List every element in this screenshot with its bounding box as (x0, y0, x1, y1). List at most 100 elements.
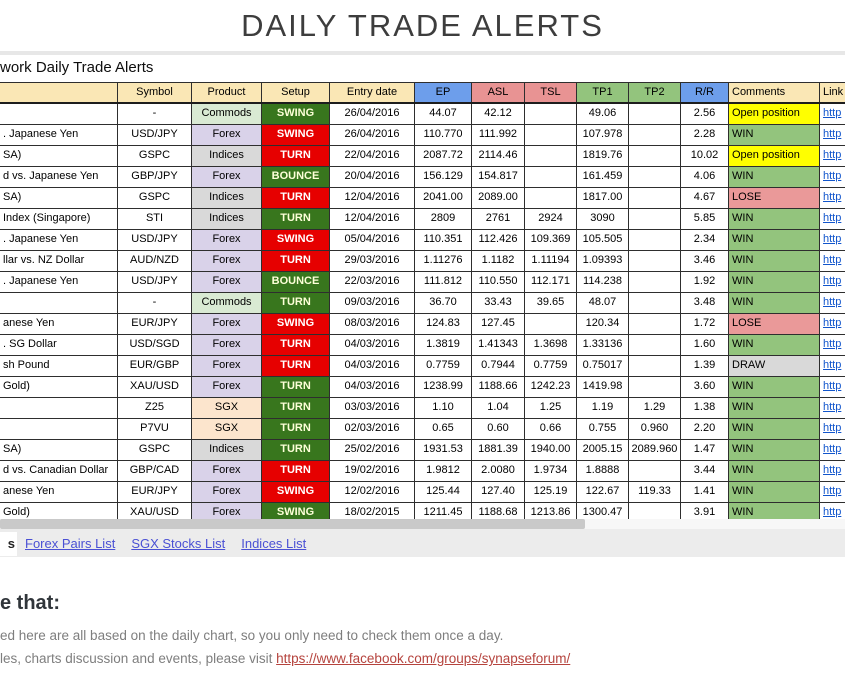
comment-cell: WIN (729, 167, 820, 187)
tab-forex-pairs-list[interactable]: Forex Pairs List (25, 535, 116, 551)
chart-link[interactable]: http (820, 356, 845, 376)
chart-link[interactable]: http (820, 230, 845, 250)
entry-price-cell: 1931.53 (415, 440, 472, 460)
entry-date-cell: 12/04/2016 (330, 209, 415, 229)
setup-cell: TURN (262, 335, 330, 355)
tp2-cell (629, 167, 681, 187)
setup-cell: TURN (262, 251, 330, 271)
tp1-cell: 0.755 (577, 419, 629, 439)
tab-sgx-stocks-list[interactable]: SGX Stocks List (131, 535, 226, 551)
tp1-cell: 1.8888 (577, 461, 629, 481)
entry-date-cell: 03/03/2016 (330, 398, 415, 418)
comment-cell: Open position (729, 104, 820, 124)
asl-cell: 33.43 (472, 293, 525, 313)
chart-link[interactable]: http (820, 293, 845, 313)
product-cell: Forex (192, 377, 262, 397)
instrument-name-cell: Gold) (0, 377, 118, 397)
product-cell: Indices (192, 440, 262, 460)
tsl-cell: 1940.00 (525, 440, 577, 460)
chart-link[interactable]: http (820, 440, 845, 460)
header-symbol: Symbol (118, 83, 192, 102)
chart-link[interactable]: http (820, 482, 845, 502)
comment-cell: WIN (729, 209, 820, 229)
product-cell: Forex (192, 125, 262, 145)
product-cell: Forex (192, 230, 262, 250)
tp2-cell (629, 314, 681, 334)
tp2-cell (629, 356, 681, 376)
entry-date-cell: 05/04/2016 (330, 230, 415, 250)
instrument-name-cell: SA) (0, 188, 118, 208)
asl-cell: 111.992 (472, 125, 525, 145)
entry-price-cell: 124.83 (415, 314, 472, 334)
tab-indices-list[interactable]: Indices List (241, 535, 307, 551)
symbol-cell: STI (118, 209, 192, 229)
entry-date-cell: 18/02/2015 (330, 503, 415, 519)
tp1-cell: 122.67 (577, 482, 629, 502)
chart-link[interactable]: http (820, 419, 845, 439)
horizontal-scrollbar[interactable] (0, 519, 845, 529)
entry-date-cell: 08/03/2016 (330, 314, 415, 334)
instrument-name-cell: SA) (0, 146, 118, 166)
tp2-cell (629, 335, 681, 355)
entry-date-cell: 25/02/2016 (330, 440, 415, 460)
header-entry-date: Entry date (330, 83, 415, 102)
setup-cell: TURN (262, 419, 330, 439)
chart-link[interactable]: http (820, 104, 845, 124)
chart-link[interactable]: http (820, 314, 845, 334)
asl-cell: 1.41343 (472, 335, 525, 355)
chart-link[interactable]: http (820, 461, 845, 481)
table-row: Z25 SGX TURN 03/03/2016 1.10 1.04 1.25 1… (0, 398, 845, 419)
tp2-cell (629, 293, 681, 313)
chart-link[interactable]: http (820, 146, 845, 166)
chart-link[interactable]: http (820, 503, 845, 519)
tsl-cell (525, 188, 577, 208)
product-cell: Forex (192, 482, 262, 502)
risk-reward-cell: 2.20 (681, 419, 729, 439)
entry-date-cell: 29/03/2016 (330, 251, 415, 271)
asl-cell: 110.550 (472, 272, 525, 292)
product-cell: Commods (192, 293, 262, 313)
tsl-cell: 1.11194 (525, 251, 577, 271)
product-cell: Forex (192, 461, 262, 481)
entry-price-cell: 1211.45 (415, 503, 472, 519)
tab-daily-trade-alerts[interactable]: s (0, 532, 17, 556)
symbol-cell: - (118, 104, 192, 124)
chart-link[interactable]: http (820, 335, 845, 355)
tp2-cell (629, 104, 681, 124)
header-setup: Setup (262, 83, 330, 102)
product-cell: Forex (192, 335, 262, 355)
entry-date-cell: 04/03/2016 (330, 377, 415, 397)
header-product: Product (192, 83, 262, 102)
chart-link[interactable]: http (820, 251, 845, 271)
setup-cell: SWING (262, 125, 330, 145)
chart-link[interactable]: http (820, 125, 845, 145)
comment-cell: WIN (729, 125, 820, 145)
setup-cell: TURN (262, 209, 330, 229)
note-line-1: ed here are all based on the daily chart… (0, 628, 504, 643)
chart-link[interactable]: http (820, 167, 845, 187)
scrollbar-thumb[interactable] (0, 519, 585, 529)
tp1-cell: 49.06 (577, 104, 629, 124)
product-cell: Forex (192, 503, 262, 519)
chart-link[interactable]: http (820, 272, 845, 292)
chart-link[interactable]: http (820, 398, 845, 418)
comment-cell: DRAW (729, 356, 820, 376)
chart-link[interactable]: http (820, 209, 845, 229)
risk-reward-cell: 2.34 (681, 230, 729, 250)
table-header-row: Symbol Product Setup Entry date EP ASL T… (0, 82, 845, 104)
symbol-cell: USD/JPY (118, 272, 192, 292)
facebook-group-link[interactable]: https://www.facebook.com/groups/synapsef… (276, 651, 571, 666)
tp1-cell: 1300.47 (577, 503, 629, 519)
comment-cell: WIN (729, 440, 820, 460)
tp1-cell: 1419.98 (577, 377, 629, 397)
tsl-cell: 2924 (525, 209, 577, 229)
symbol-cell: - (118, 293, 192, 313)
comment-cell: WIN (729, 272, 820, 292)
asl-cell: 1.04 (472, 398, 525, 418)
table-row: . SG Dollar USD/SGD Forex TURN 04/03/201… (0, 335, 845, 356)
entry-price-cell: 125.44 (415, 482, 472, 502)
chart-link[interactable]: http (820, 377, 845, 397)
chart-link[interactable]: http (820, 188, 845, 208)
entry-price-cell: 1.3819 (415, 335, 472, 355)
table-row: Gold) XAU/USD Forex SWING 18/02/2015 121… (0, 503, 845, 519)
